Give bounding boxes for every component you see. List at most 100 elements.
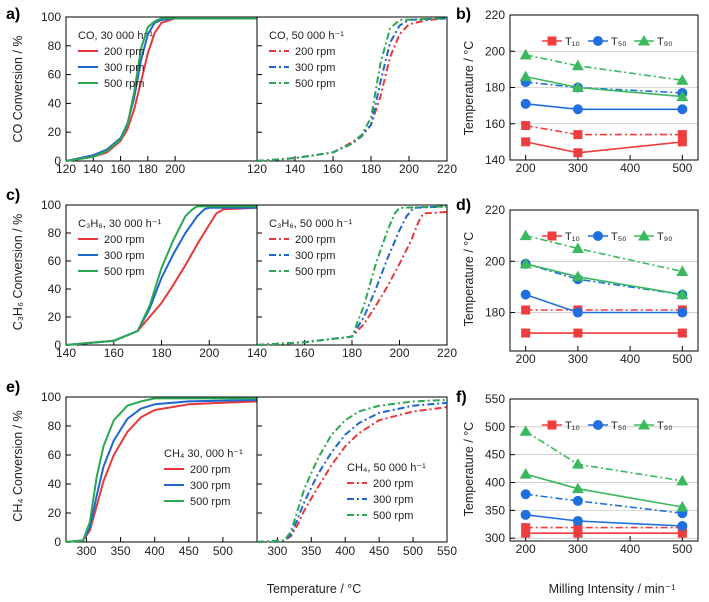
series-line-300-rpm bbox=[65, 398, 258, 543]
series-line-t90 bbox=[525, 75, 683, 98]
y-tick-label: 0 bbox=[54, 535, 61, 549]
series-line-200-rpm bbox=[65, 400, 258, 543]
y-tick-label: 350 bbox=[485, 503, 505, 517]
series-line-t90 bbox=[525, 54, 683, 82]
marker-triangle bbox=[676, 474, 689, 486]
y-label-e: CH₄ Conversion / % bbox=[11, 410, 25, 521]
y-tick-label: 40 bbox=[48, 96, 62, 110]
y-tick-label: 200 bbox=[485, 254, 505, 268]
marker-square bbox=[521, 137, 531, 147]
x-tick-label: 500 bbox=[672, 161, 692, 175]
marker-square bbox=[521, 523, 531, 533]
subplot-c-1: 140 160 180 200 0 20 40 60 80 100 C₃H₆, 30 000 h⁻¹… bbox=[41, 198, 258, 360]
marker-circle bbox=[520, 289, 531, 300]
y-tick-label: 0 bbox=[54, 338, 61, 352]
x-tick-label: 550 bbox=[437, 544, 457, 558]
marker-square bbox=[521, 328, 531, 338]
legend-label: T₉₀ bbox=[657, 231, 673, 243]
marker-square bbox=[573, 328, 583, 338]
marker-triangle bbox=[571, 458, 584, 469]
marker-circle bbox=[593, 420, 603, 430]
marker-square bbox=[677, 130, 687, 140]
series-line-500-rpm bbox=[65, 397, 257, 543]
x-tick-label: 300 bbox=[568, 161, 588, 175]
y-label-b: Temperature / °C bbox=[462, 41, 476, 136]
marker-circle bbox=[593, 231, 603, 241]
legend-label: 300 rpm bbox=[295, 62, 335, 74]
legend-label: T₉₀ bbox=[657, 36, 673, 48]
series-line-500-rpm bbox=[65, 17, 257, 162]
y-tick-label: 140 bbox=[485, 153, 505, 167]
subplot-title: C₃H₆, 50 000 h⁻¹ bbox=[269, 218, 353, 230]
legend-label: 200 rpm bbox=[373, 478, 413, 490]
legend-label: 300 rpm bbox=[295, 250, 335, 262]
y-label-f: Temperature / °C bbox=[462, 422, 476, 517]
marker-circle bbox=[520, 98, 531, 109]
marker-square bbox=[573, 523, 583, 533]
marker-square bbox=[521, 528, 531, 538]
y-tick-label: 220 bbox=[485, 8, 505, 22]
marker-circle bbox=[677, 307, 688, 318]
panel-label-d: d) bbox=[456, 197, 471, 214]
panel-label-a: a) bbox=[6, 6, 20, 23]
y-tick-label: 20 bbox=[48, 310, 62, 324]
legend-label: 500 rpm bbox=[190, 496, 230, 508]
x-label-temperature: Temperature / °C bbox=[267, 582, 362, 596]
marker-circle bbox=[677, 520, 688, 531]
subplot-title: CH₄, 50 000 h⁻¹ bbox=[347, 462, 426, 474]
axes-frame bbox=[509, 209, 699, 352]
x-tick-label: 200 bbox=[165, 162, 185, 176]
y-label-c: C₃H₆ Conversion / % bbox=[11, 214, 25, 330]
marker-square bbox=[677, 528, 687, 538]
x-tick-label: 120 bbox=[56, 162, 76, 176]
legend-label: 500 rpm bbox=[104, 266, 144, 278]
series-line-t50 bbox=[525, 103, 683, 111]
x-tick-label: 500 bbox=[213, 544, 233, 558]
legend-label: T₁₀ bbox=[565, 420, 580, 432]
y-tick-label: 450 bbox=[485, 448, 505, 462]
marker-circle bbox=[593, 36, 603, 46]
marker-triangle bbox=[519, 425, 532, 436]
panel-label-c: c) bbox=[6, 187, 20, 204]
marker-triangle bbox=[676, 288, 689, 300]
series-line-t10 bbox=[525, 141, 683, 154]
y-tick-label: 180 bbox=[485, 306, 505, 320]
y-tick-label: 60 bbox=[48, 448, 62, 462]
y-tick-label: 100 bbox=[41, 390, 61, 404]
series-line-t10 bbox=[525, 124, 683, 136]
y-label-a: CO Conversion / % bbox=[11, 36, 25, 143]
series-line-t50 bbox=[525, 81, 683, 94]
x-tick-label: 180 bbox=[138, 162, 158, 176]
legend-label: 500 rpm bbox=[373, 510, 413, 522]
x-tick-label: 180 bbox=[361, 162, 381, 176]
x-tick-label: 140 bbox=[83, 162, 103, 176]
marker-square bbox=[677, 137, 687, 147]
x-tick-label: 140 bbox=[56, 346, 76, 360]
x-tick-label: 300 bbox=[568, 352, 588, 366]
y-tick-label: 180 bbox=[485, 81, 505, 95]
x-tick-label: 120 bbox=[247, 162, 267, 176]
subplot-title: CO, 30 000 h⁻¹ bbox=[78, 30, 153, 42]
marker-triangle bbox=[519, 70, 532, 82]
marker-triangle bbox=[638, 419, 650, 430]
x-tick-label: 400 bbox=[620, 542, 640, 556]
y-tick-label: 80 bbox=[48, 419, 62, 433]
chart-d: 200 300 400 500 180 200 220 T₁₀ T₅₀ T₉₀ bbox=[485, 203, 699, 366]
chart-f: 200 300 400 500 300 350 400 450 500 550 T₁₀ T₅₀ T₉₀ bbox=[485, 392, 699, 556]
marker-circle bbox=[520, 509, 531, 520]
legend-label: 200 rpm bbox=[295, 234, 335, 246]
legend-label: 300 rpm bbox=[190, 480, 230, 492]
y-tick-label: 80 bbox=[48, 39, 62, 53]
legend-label: 500 rpm bbox=[295, 266, 335, 278]
subplot-e-1: 300 350 400 450 500 0 20 40 60 80 100 CH₄ 30, 000 h… bbox=[41, 390, 258, 558]
x-tick-label: 220 bbox=[437, 162, 457, 176]
series-line-t90 bbox=[525, 473, 683, 508]
y-tick-label: 60 bbox=[48, 254, 62, 268]
x-tick-label: 160 bbox=[294, 346, 314, 360]
legend-label: 200 rpm bbox=[104, 46, 144, 58]
x-tick-label: 300 bbox=[76, 544, 96, 558]
y-label-d: Temperature / °C bbox=[462, 232, 476, 327]
y-tick-label: 100 bbox=[41, 10, 61, 24]
x-tick-label: 450 bbox=[369, 544, 389, 558]
marker-square bbox=[573, 130, 583, 140]
